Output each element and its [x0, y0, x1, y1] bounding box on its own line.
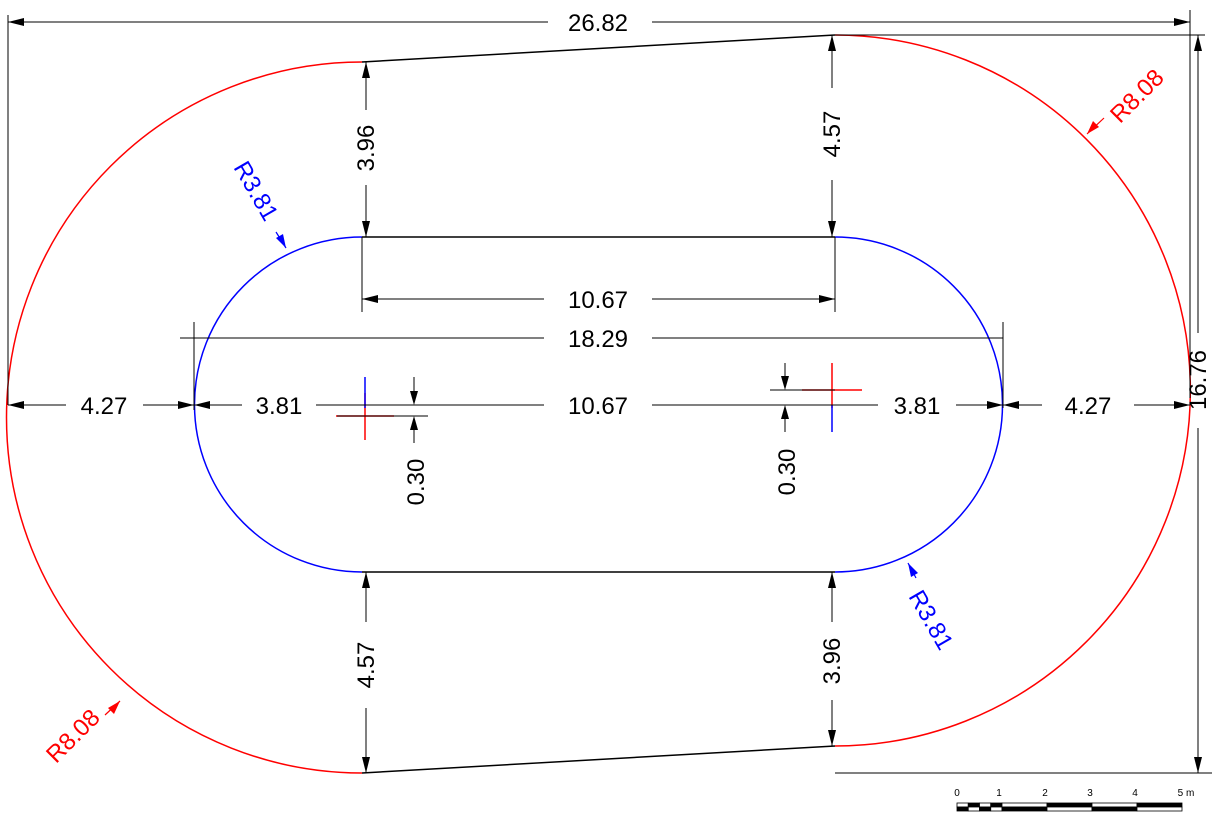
scale-segment	[967, 802, 980, 808]
scale-label-0: 0	[954, 788, 960, 799]
outer-left-arc	[5, 61, 363, 774]
scale-segment	[1046, 806, 1093, 812]
radius-leaders	[104, 117, 1105, 716]
dim-left-offset-label: 4.27	[81, 393, 128, 420]
radius-inner-bottom-right-label: R3.81	[903, 586, 958, 655]
dim-bottom-left-gap-label: 4.57	[353, 642, 380, 689]
scale-segment	[1001, 802, 1048, 808]
scale-segment	[1046, 802, 1093, 808]
dim-overall-height	[1194, 35, 1202, 773]
scale-label-5: 5 m	[1178, 788, 1195, 799]
dim-straight-center-label: 10.67	[568, 393, 628, 420]
scale-segment	[1001, 806, 1048, 812]
dim-left-inner-label: 3.81	[256, 393, 303, 420]
scale-segment	[956, 806, 969, 812]
dim-center-offsets	[410, 363, 789, 443]
dim-top-left-gap-label: 3.96	[353, 125, 380, 172]
scale-segment	[1136, 806, 1183, 812]
scale-label-2: 2	[1042, 788, 1048, 799]
dim-right-center-offset-label: 0.30	[774, 449, 801, 496]
outer-right-arc	[834, 34, 1192, 747]
dim-top-right-gap-label: 4.57	[819, 111, 846, 158]
scale-label-3: 3	[1087, 788, 1093, 799]
right-center-mark	[802, 363, 862, 432]
scale-segment	[979, 806, 992, 812]
dim-straight-top	[362, 295, 835, 303]
dim-center-row	[8, 401, 1190, 409]
scale-label-1: 1	[996, 788, 1002, 799]
dim-overall-width	[8, 18, 1190, 26]
extension-lines	[7, 10, 1212, 774]
radius-inner-top-left-label: R3.81	[228, 157, 283, 226]
dim-inner-length-label: 18.29	[568, 326, 628, 353]
dim-right-inner-label: 3.81	[894, 393, 941, 420]
outer-top-line	[361, 34, 836, 63]
dim-bottom-right-gap-label: 3.96	[819, 638, 846, 685]
scale-segment	[990, 802, 1003, 808]
dim-vertical-gaps	[362, 35, 836, 773]
radius-outer-bottom-left-label: R8.08	[41, 704, 105, 768]
scale-segment	[979, 802, 992, 808]
radius-outer-top-right-label: R8.08	[1105, 64, 1169, 128]
scale-segment	[990, 806, 1003, 812]
scale-label-4: 4	[1132, 788, 1138, 799]
scale-segment	[956, 802, 969, 808]
scale-segment	[967, 806, 980, 812]
dim-overall-width-label: 26.82	[568, 10, 628, 37]
dim-overall-height-label: 16.76	[1185, 350, 1212, 410]
outer-bottom-line	[361, 745, 836, 774]
dim-left-center-offset-label: 0.30	[403, 459, 430, 506]
left-center-mark	[336, 377, 394, 440]
scale-segment	[1091, 806, 1138, 812]
scale-bar: 0 1 2 3 4 5 m	[954, 788, 1195, 812]
dim-straight-top-label: 10.67	[568, 287, 628, 314]
scale-segment	[1136, 802, 1183, 808]
dim-right-offset-label: 4.27	[1065, 393, 1112, 420]
scale-segment	[1091, 802, 1138, 808]
